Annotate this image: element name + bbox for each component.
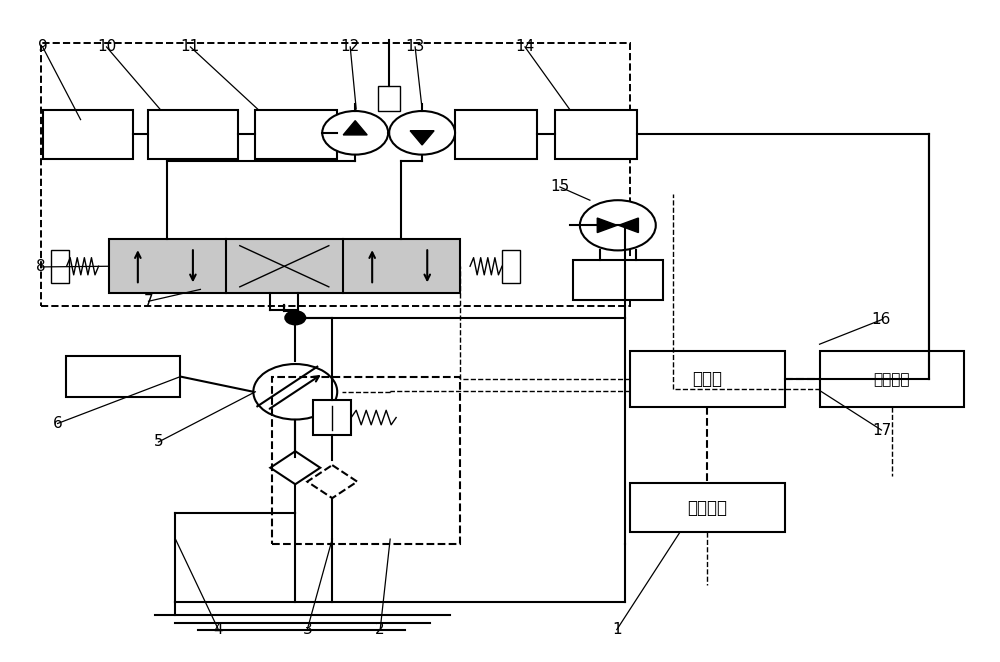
Polygon shape [597,218,617,232]
Bar [66,356,180,397]
Circle shape [580,200,656,250]
Text: 10: 10 [97,40,116,54]
Bar [41,43,630,306]
Bar [313,401,351,435]
Text: 7: 7 [144,294,153,308]
Text: 14: 14 [515,40,535,54]
Text: 1: 1 [612,622,622,637]
Polygon shape [343,120,367,135]
Bar [555,110,637,160]
Bar [378,86,400,111]
Text: 11: 11 [181,40,200,54]
Text: 6: 6 [53,416,62,431]
Text: 8: 8 [36,260,45,275]
Circle shape [322,111,388,155]
Text: 4: 4 [214,622,223,637]
Text: 13: 13 [405,40,425,54]
Text: 储能装置: 储能装置 [873,372,910,387]
Bar [272,377,460,544]
Text: 控制器: 控制器 [692,370,722,388]
Bar [573,260,663,300]
Bar [148,110,238,160]
Circle shape [389,111,455,155]
Bar [630,483,785,532]
Bar [43,110,133,160]
Polygon shape [410,130,434,145]
Text: 12: 12 [341,40,360,54]
Bar [455,110,537,160]
Text: 2: 2 [375,622,385,637]
Bar [502,250,520,283]
Text: 16: 16 [872,312,891,327]
Circle shape [253,364,337,420]
Bar [255,110,337,160]
Bar [820,351,964,407]
Text: 3: 3 [302,622,312,637]
Text: 9: 9 [38,40,48,54]
Bar [51,250,69,283]
Text: 17: 17 [872,422,891,438]
Bar [109,239,460,293]
Polygon shape [619,218,638,232]
Circle shape [285,311,305,324]
Bar [630,351,785,407]
Text: 5: 5 [154,434,163,449]
Text: 回转信号: 回转信号 [687,499,727,517]
Text: 15: 15 [550,179,570,195]
